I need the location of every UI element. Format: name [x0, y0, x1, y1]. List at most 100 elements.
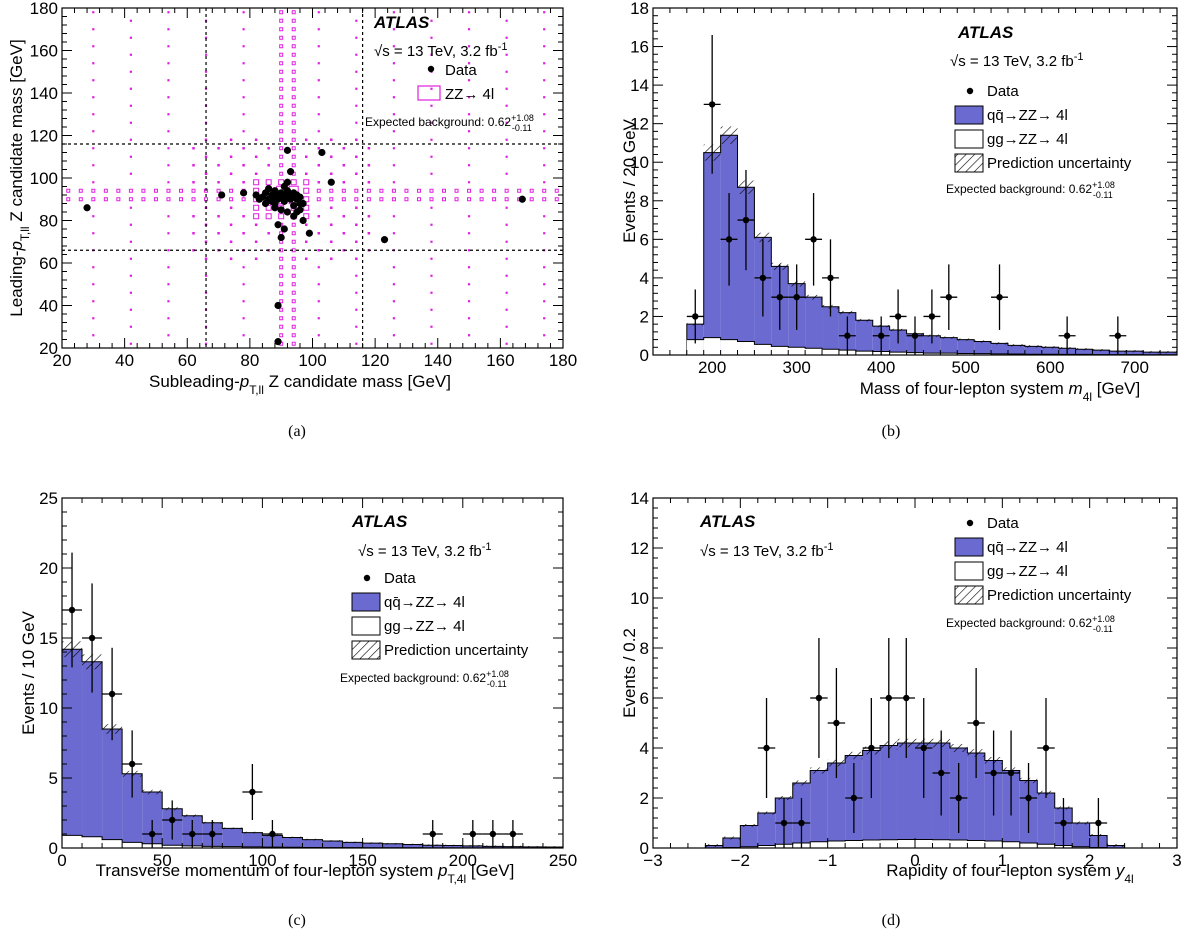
legend-label: ZZ→ 4l [445, 86, 494, 103]
zz-box [467, 113, 471, 116]
zz-box [505, 138, 508, 141]
zz-box [430, 155, 433, 158]
zz-box [330, 138, 333, 141]
expected-background-label: Expected background: 0.62+1.08 -0.11 [946, 180, 1115, 200]
qq-zz-bar [62, 649, 83, 848]
zz-box [317, 62, 320, 65]
y-tick-label: 5 [49, 769, 58, 788]
zz-box [92, 113, 95, 116]
zz-box [291, 307, 296, 312]
zz-box [254, 223, 258, 226]
qq-zz-bar [242, 832, 263, 848]
zz-box [279, 120, 284, 125]
zz-box [505, 342, 508, 345]
data-point [903, 694, 910, 702]
zz-box [254, 172, 258, 175]
zz-box [505, 70, 508, 73]
zz-box [354, 188, 359, 193]
data-point [955, 794, 962, 802]
zz-box [467, 317, 471, 320]
zz-box [103, 197, 108, 202]
zz-box [192, 215, 195, 218]
zz-box [504, 188, 509, 193]
zz-box [543, 62, 546, 65]
qq-zz-bar [940, 337, 958, 355]
data-point [286, 168, 295, 176]
zz-box [279, 146, 284, 151]
zz-box [342, 232, 346, 235]
zz-box [317, 79, 320, 82]
qq-zz-bar [1037, 793, 1055, 848]
zz-box [392, 300, 396, 303]
zz-box [505, 291, 508, 294]
zz-box [128, 197, 133, 202]
zz-box [92, 62, 95, 65]
zz-box [430, 257, 433, 260]
zz-box [254, 240, 258, 243]
zz-box [253, 213, 260, 220]
zz-box [103, 188, 108, 193]
zz-box [291, 78, 296, 83]
y-tick-label: 2 [640, 789, 649, 808]
svg-text:Events / 20 GeV: Events / 20 GeV [620, 118, 639, 242]
legend-label: Prediction uncertainty [987, 587, 1132, 604]
zz-box [543, 215, 546, 218]
data-point [798, 819, 805, 827]
y-tick-label: 2 [640, 307, 649, 326]
y-tick-label: 20 [39, 559, 58, 578]
plot-frame [61, 497, 564, 849]
zz-box [204, 274, 208, 277]
qq-zz-bar [862, 750, 881, 848]
zz-box [430, 206, 433, 209]
zz-box [92, 164, 95, 167]
zz-box [291, 299, 296, 304]
gg-zz-bar [855, 351, 873, 355]
data-point [380, 236, 389, 244]
zz-box [167, 79, 170, 82]
zz-box [543, 164, 546, 167]
zz-box [167, 283, 170, 286]
gg-zz-bar [967, 840, 985, 848]
svg-text:Transverse momentum of four-le: Transverse momentum of four-lepton syste… [96, 861, 515, 886]
zz-box [543, 232, 546, 235]
zz-box [291, 256, 296, 261]
qq-zz-bar [957, 339, 975, 355]
zz-box [192, 181, 195, 184]
data-point [290, 212, 298, 220]
zz-box [317, 249, 321, 252]
zz-box [116, 188, 121, 193]
legend-label: qq̄→ZZ→ 4l [987, 539, 1068, 556]
legend-uncertainty-swatch [954, 585, 984, 605]
zz-box [129, 172, 132, 175]
zz-box [153, 197, 158, 202]
data-point [280, 182, 288, 191]
zz-box [379, 197, 384, 202]
zz-box [330, 223, 333, 226]
zz-box [279, 324, 284, 329]
zz-box [128, 188, 133, 193]
zz-box [167, 266, 170, 269]
data-point [894, 313, 902, 320]
data-point [938, 769, 945, 777]
zz-box [217, 147, 220, 150]
svg-text:Subleading-pT,ll Z candidate m: Subleading-pT,ll Z candidate mass [GeV] [149, 372, 451, 397]
data-point [920, 744, 927, 752]
zz-box [342, 215, 346, 218]
data-point [708, 101, 716, 108]
gg-zz-bar [880, 839, 898, 848]
qq-zz-bar [974, 341, 992, 355]
legend-zz-swatch [417, 85, 441, 101]
zz-box [129, 223, 132, 226]
data-point [885, 694, 892, 702]
zz-box [317, 317, 320, 320]
qq-zz-bar [1160, 352, 1177, 355]
x-tick-label: 0 [57, 851, 66, 870]
data-point [810, 236, 817, 243]
x-tick-label: −1 [818, 851, 837, 870]
zz-box [129, 325, 132, 328]
zz-box [355, 206, 358, 209]
zz-box [429, 188, 434, 193]
zz-box [279, 265, 284, 270]
qq-zz-bar [822, 306, 839, 355]
